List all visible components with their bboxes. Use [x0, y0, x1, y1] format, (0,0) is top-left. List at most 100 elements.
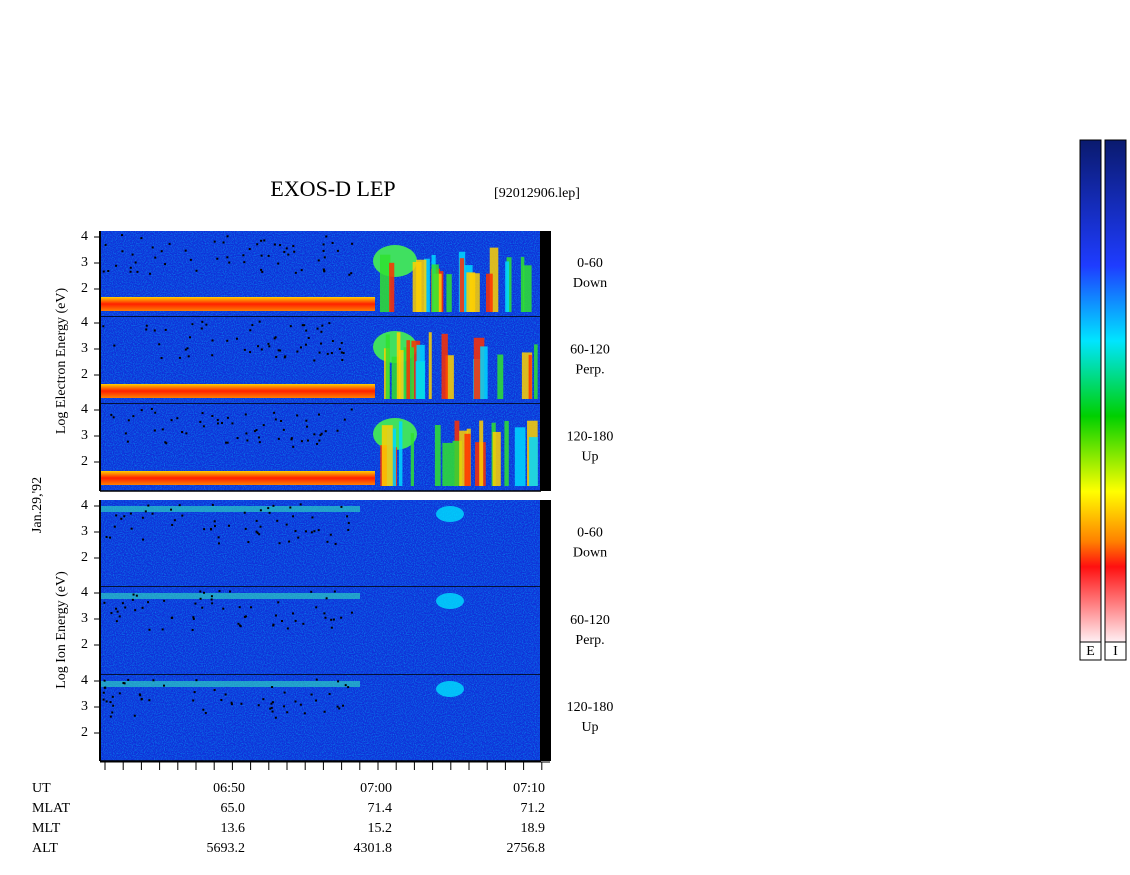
y-tick-label: 3 [81, 341, 88, 356]
dropout [316, 442, 319, 445]
dropout [332, 618, 335, 621]
data-gap [540, 675, 551, 761]
dropout [226, 441, 229, 444]
dropout [213, 240, 216, 243]
dropout [249, 329, 252, 332]
dropout [244, 527, 247, 530]
dropout [315, 699, 318, 702]
precipitation-burst [396, 332, 401, 399]
dropout [275, 355, 278, 358]
dropout [277, 262, 280, 265]
dropout [181, 514, 184, 517]
direction: Up [581, 720, 598, 735]
dropout [280, 419, 283, 422]
dropout [102, 270, 105, 273]
dropout [279, 349, 282, 352]
dropout [211, 339, 214, 342]
dropout [201, 320, 204, 323]
dropout [329, 533, 332, 536]
dropout [340, 616, 343, 619]
precipitation-burst [473, 337, 485, 399]
dropout [328, 322, 331, 325]
dropout [154, 411, 157, 414]
direction: Down [573, 546, 607, 561]
precipitation-burst [514, 427, 526, 486]
dropout [334, 542, 337, 545]
dropout [158, 343, 161, 346]
pitch-angle: 0-60 [577, 256, 603, 271]
dropout [299, 703, 302, 706]
time-value: 4301.8 [354, 841, 393, 856]
dropout [116, 610, 119, 613]
time-value: 06:50 [213, 781, 245, 796]
spectrogram-noise [100, 500, 540, 587]
dropout [244, 615, 247, 618]
dropout [299, 346, 302, 349]
dropout [185, 432, 188, 435]
pitch-angle: 0-60 [577, 526, 603, 541]
dropout [228, 590, 231, 593]
precipitation-burst [442, 442, 453, 486]
dropout [297, 536, 300, 539]
row-label: UT [32, 781, 51, 796]
dropout [164, 441, 167, 444]
y-tick-label: 4 [81, 498, 88, 513]
dropout [170, 419, 173, 422]
dropout [218, 590, 221, 593]
dropout [315, 606, 318, 609]
ion-band [100, 681, 360, 687]
ion-band [100, 506, 360, 512]
dropout [296, 350, 299, 353]
dropout [163, 684, 166, 687]
dropout [330, 618, 333, 621]
dropout [249, 351, 252, 354]
time-value: 71.4 [368, 801, 393, 816]
dropout [161, 428, 164, 431]
dropout [274, 614, 277, 617]
dropout [336, 705, 339, 708]
y-tick-label: 2 [81, 550, 88, 565]
dropout [283, 250, 286, 253]
dropout [140, 237, 143, 240]
dropout [191, 628, 194, 631]
dropout [292, 515, 295, 518]
dropout [243, 511, 246, 514]
dropout [304, 530, 307, 533]
precipitation-burst [391, 356, 401, 399]
dropout [211, 414, 214, 417]
dropout [134, 609, 137, 612]
ion-blob [436, 681, 464, 697]
precipitation-burst [428, 332, 432, 399]
dropout [274, 716, 277, 719]
precipitation-burst [505, 261, 510, 312]
dropout [300, 269, 303, 272]
dropout [139, 694, 142, 697]
precipitation-burst [446, 274, 452, 312]
dropout [260, 239, 263, 242]
pitch-angle: 120-180 [567, 430, 614, 445]
dropout [123, 515, 126, 518]
dropout [211, 503, 214, 506]
dropout [193, 691, 196, 694]
dropout [111, 695, 114, 698]
dropout [122, 681, 125, 684]
dropout [105, 536, 108, 539]
dropout [126, 440, 129, 443]
dropout [315, 678, 318, 681]
dropout [218, 542, 221, 545]
dropout [277, 437, 280, 440]
pitch-angle: 60-120 [570, 343, 610, 358]
dropout [113, 525, 116, 528]
dropout [192, 617, 195, 620]
dropout [250, 606, 253, 609]
dropout [322, 268, 325, 271]
precipitation-burst [497, 354, 504, 399]
dropout [129, 512, 132, 515]
dropout [107, 270, 110, 273]
precipitation-burst [523, 265, 532, 312]
dropout [240, 702, 243, 705]
dropout [278, 542, 281, 545]
dropout [280, 620, 283, 623]
dropout [118, 692, 121, 695]
